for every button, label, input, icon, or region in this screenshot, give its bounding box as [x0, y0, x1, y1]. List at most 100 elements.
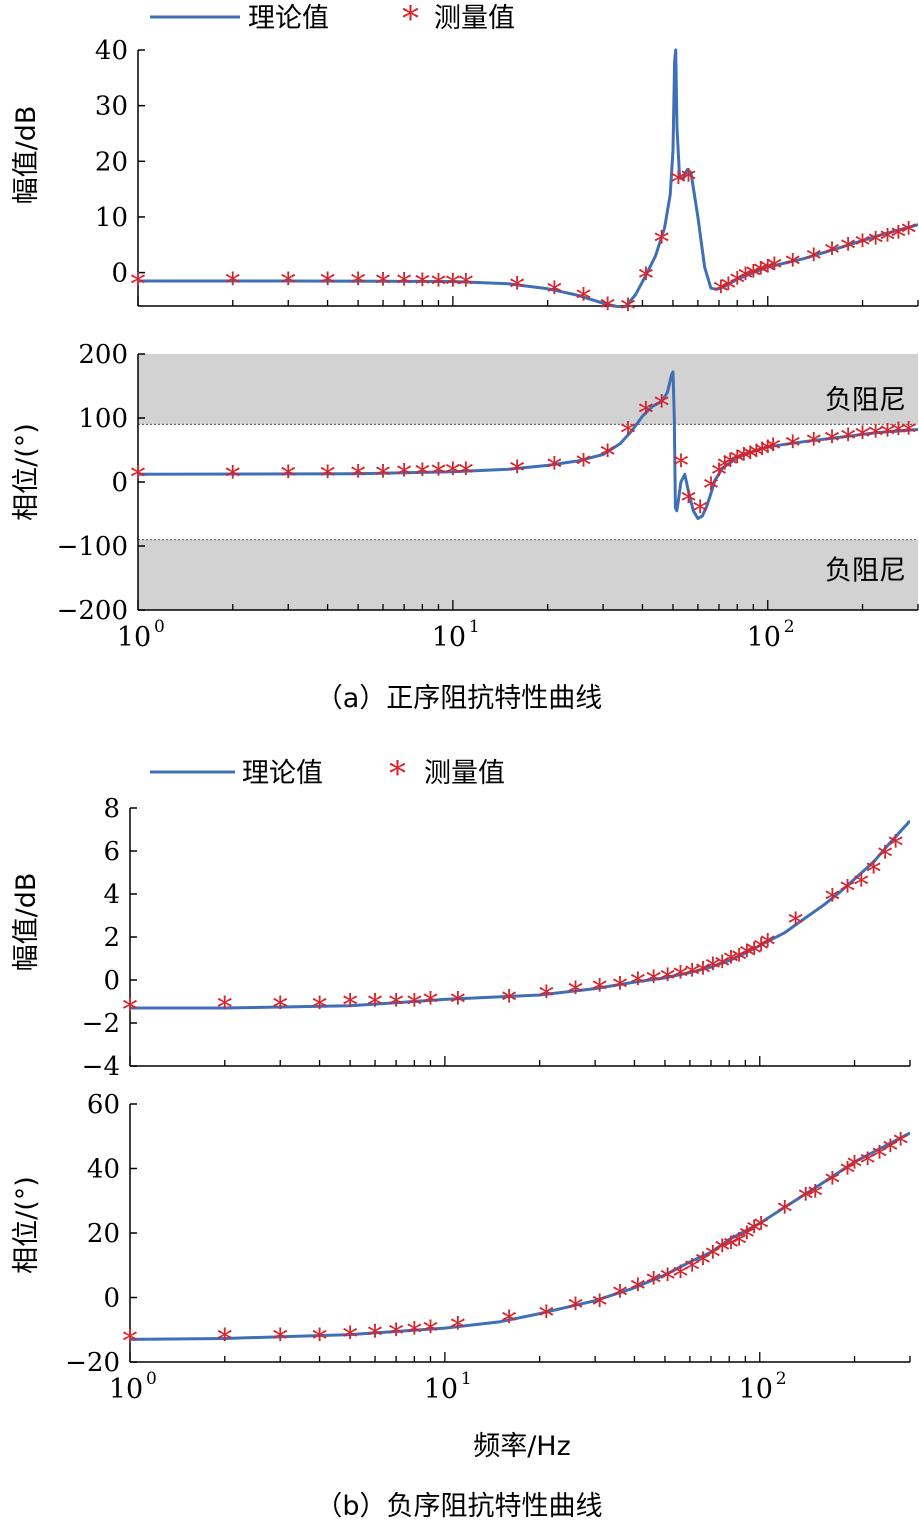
measured-point: *: [673, 449, 688, 484]
measured-point: *: [785, 249, 800, 284]
measured-point: *: [854, 868, 869, 903]
measured-point: *: [788, 907, 803, 942]
measured-point: *: [860, 1147, 875, 1182]
y-tick-label: −100: [57, 532, 128, 562]
legend-measured-label: 测量值: [434, 3, 515, 34]
measured-point: *: [389, 989, 404, 1024]
measured-point: *: [376, 268, 391, 303]
measured-point: *: [806, 427, 821, 462]
y-axis-label: 幅值/dB: [11, 873, 42, 972]
measured-point: *: [539, 1300, 554, 1335]
measured-point: *: [673, 1260, 688, 1295]
measured-point: *: [825, 237, 840, 272]
measured-point: *: [630, 967, 645, 1002]
measured-point: *: [777, 1195, 792, 1230]
y-axis-label: 相位/(°): [11, 423, 42, 521]
measured-point: *: [855, 421, 870, 456]
legend-theory-label: 理论值: [248, 3, 329, 34]
y-axis-label: 幅值/dB: [11, 106, 42, 205]
measured-point: *: [397, 268, 412, 303]
negative-damping-band: [138, 354, 918, 425]
y-tick-label: 8: [103, 794, 120, 824]
y-tick-label: 40: [95, 36, 128, 66]
x-axis-label: 频率/Hz: [473, 1431, 571, 1462]
measured-point: *: [730, 267, 745, 302]
measured-point: *: [746, 259, 761, 294]
measured-point: *: [423, 987, 438, 1022]
measured-point: *: [693, 495, 708, 530]
legend-measured-marker: *: [402, 0, 419, 39]
measured-point: *: [415, 458, 430, 493]
measured-point: *: [613, 1279, 628, 1314]
measured-point: *: [654, 225, 669, 260]
measured-point: *: [868, 226, 883, 261]
measured-point: *: [397, 459, 412, 494]
y-tick-label: 0: [103, 966, 120, 996]
measured-point: *: [754, 933, 769, 968]
measured-point: *: [723, 1231, 738, 1266]
x-tick-label: 10: [117, 622, 151, 653]
measured-point: *: [431, 269, 446, 304]
negative-damping-band: [138, 539, 918, 610]
measured-point: *: [893, 1128, 908, 1163]
measured-point: *: [749, 439, 764, 474]
measured-point: *: [891, 417, 906, 452]
measured-point: *: [621, 293, 636, 328]
x-tick-exponent: 0: [154, 617, 165, 637]
measured-point: *: [705, 952, 720, 987]
measured-point: *: [415, 268, 430, 303]
measured-point: *: [502, 1305, 517, 1340]
x-tick-exponent: 1: [461, 1369, 472, 1389]
y-tick-label: 100: [78, 404, 128, 434]
measured-point: *: [123, 993, 138, 1028]
measured-point: *: [389, 1318, 404, 1353]
measured-point: *: [755, 437, 770, 472]
measured-point: *: [450, 1312, 465, 1347]
measured-point: *: [368, 989, 383, 1024]
measured-point: *: [825, 1166, 840, 1201]
y-tick-label: 4: [103, 880, 120, 910]
measured-point: *: [888, 830, 903, 865]
y-tick-label: 6: [103, 837, 120, 867]
measured-point: *: [568, 1292, 583, 1327]
measured-point: *: [841, 233, 856, 268]
y-axis-label: 相位/(°): [11, 1176, 42, 1274]
measured-point: *: [841, 423, 856, 458]
measured-point: *: [847, 1150, 862, 1185]
measured-point: *: [273, 1323, 288, 1358]
measured-point: *: [458, 457, 473, 492]
x-tick-exponent: 0: [146, 1369, 157, 1389]
measured-point: *: [891, 220, 906, 255]
measured-point: *: [806, 243, 821, 278]
x-tick-label: 10: [109, 1374, 143, 1405]
measured-point: *: [673, 961, 688, 996]
measured-point: *: [630, 1273, 645, 1308]
measured-point: *: [798, 1183, 813, 1218]
measured-point: *: [450, 987, 465, 1022]
measured-point: *: [510, 272, 525, 307]
measured-point: *: [217, 991, 232, 1026]
measured-point: *: [878, 840, 893, 875]
caption-b: （b）负序阻抗特性曲线: [315, 1491, 602, 1522]
measured-point: *: [547, 452, 562, 487]
measured-point: *: [660, 1263, 675, 1298]
y-tick-label: −200: [57, 596, 128, 626]
measured-point: *: [866, 855, 881, 890]
x-tick-label: 10: [747, 622, 781, 653]
legend-measured-marker: *: [389, 754, 406, 794]
caption-a: （a）正序阻抗特性曲线: [316, 683, 603, 714]
measured-point: *: [717, 452, 732, 487]
measured-point: *: [705, 1241, 720, 1276]
measured-point: *: [681, 485, 696, 520]
measured-point: *: [760, 435, 775, 470]
measured-point: *: [576, 283, 591, 318]
legend-a: 理论值 * 测量值: [150, 0, 515, 39]
x-tick-label: 10: [739, 1374, 773, 1405]
measured-point: *: [312, 1323, 327, 1358]
measured-point: *: [739, 1221, 754, 1256]
measured-point: *: [760, 928, 775, 963]
